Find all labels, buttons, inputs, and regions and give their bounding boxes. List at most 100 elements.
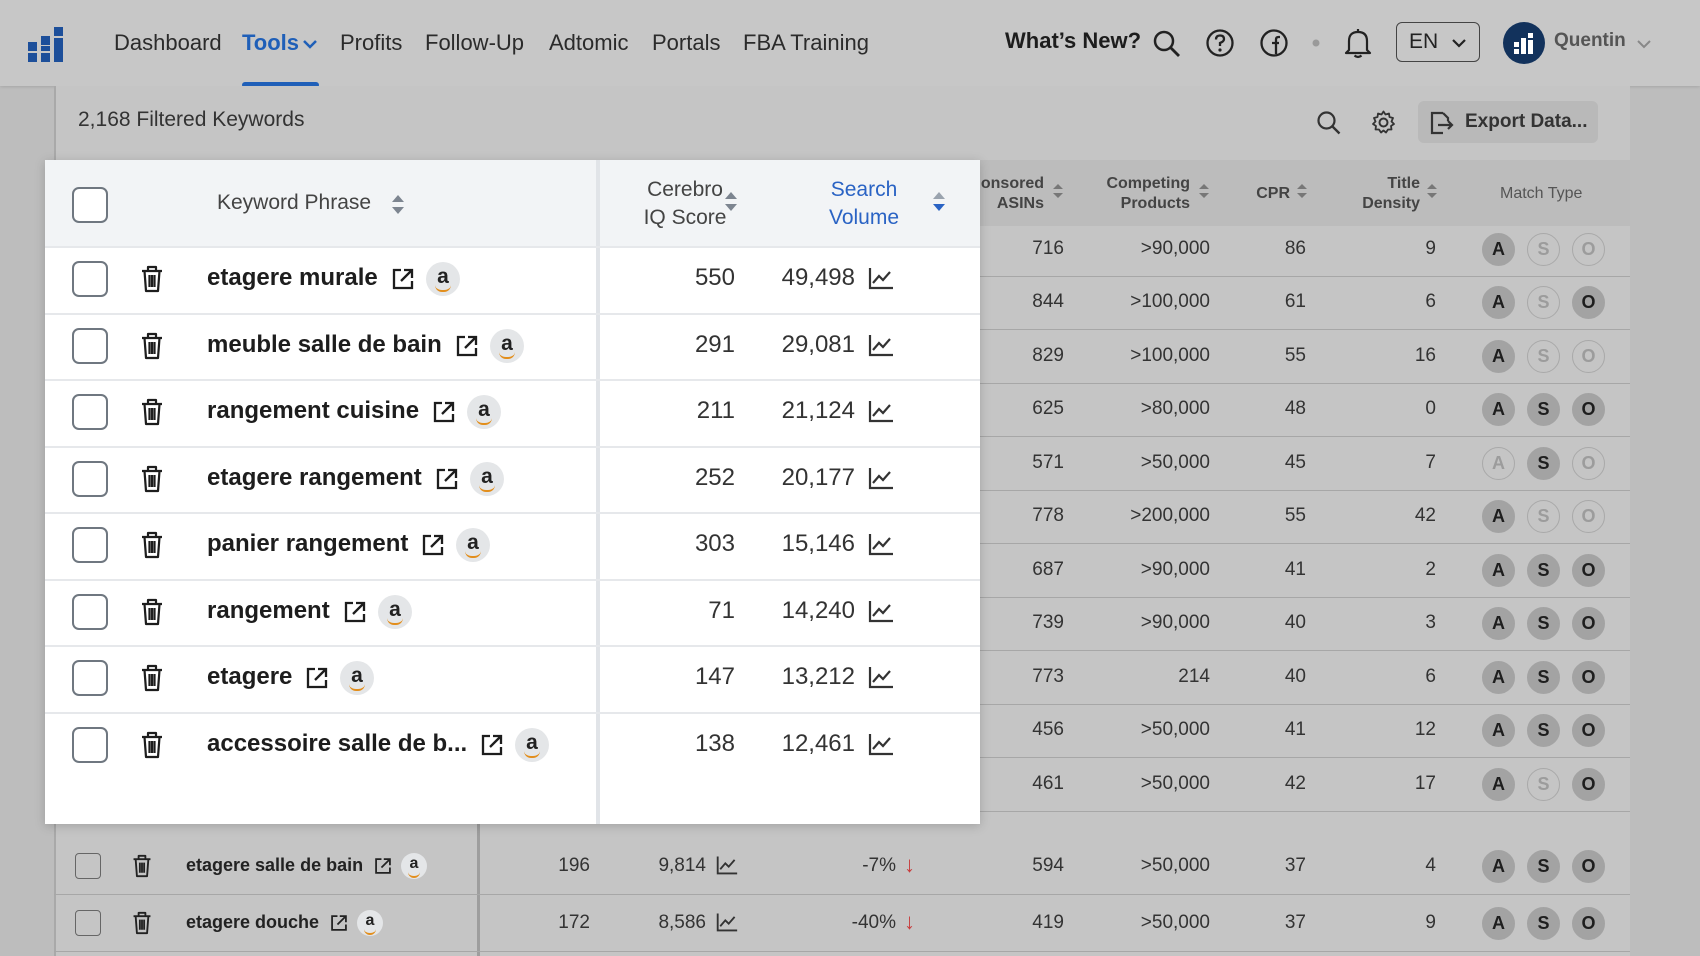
trend-chart-icon[interactable] <box>867 731 895 757</box>
keyword-phrase[interactable]: etagere salle de bain <box>186 855 364 875</box>
amazon-icon[interactable]: a <box>357 910 383 936</box>
match-type-o[interactable]: O <box>1572 286 1605 320</box>
col-cerebro-iq-score[interactable]: Cerebro IQ Score <box>615 176 755 232</box>
amazon-icon[interactable]: a <box>467 395 501 429</box>
row-checkbox[interactable] <box>72 593 108 630</box>
nav-tools[interactable]: Tools <box>242 30 300 55</box>
match-type-a[interactable]: A <box>1482 553 1515 587</box>
trash-icon[interactable] <box>139 530 165 560</box>
match-type-s[interactable]: S <box>1527 907 1560 940</box>
trend-chart-icon[interactable] <box>715 911 739 933</box>
amazon-icon[interactable]: a <box>456 528 490 562</box>
match-type-s[interactable]: S <box>1527 286 1560 320</box>
match-type-o[interactable]: O <box>1572 393 1605 427</box>
chevron-down-icon[interactable] <box>302 38 318 50</box>
match-type-a[interactable]: A <box>1482 850 1515 883</box>
search-icon[interactable] <box>1152 29 1182 59</box>
sort-icon[interactable] <box>1426 181 1438 201</box>
row-checkbox[interactable] <box>72 261 108 298</box>
bell-icon[interactable] <box>1344 27 1372 59</box>
match-type-o[interactable]: O <box>1572 607 1605 641</box>
external-link-icon[interactable] <box>342 599 368 625</box>
col-search-volume[interactable]: Search Volume <box>799 176 929 232</box>
col-title-density[interactable]: Title Density <box>1340 174 1420 214</box>
row-checkbox[interactable] <box>72 394 108 431</box>
row-checkbox[interactable] <box>75 910 101 936</box>
user-name[interactable]: Quentin <box>1554 30 1626 51</box>
trend-chart-icon[interactable] <box>867 398 895 424</box>
trash-icon[interactable] <box>139 464 165 494</box>
whats-new-link[interactable]: What’s New? <box>1005 28 1142 53</box>
external-link-icon[interactable] <box>420 532 446 558</box>
match-type-a[interactable]: A <box>1482 767 1515 801</box>
match-type-s[interactable]: S <box>1527 607 1560 641</box>
trend-chart-icon[interactable] <box>867 598 895 624</box>
trash-icon[interactable] <box>139 397 165 427</box>
external-link-icon[interactable] <box>434 466 460 492</box>
sort-icon[interactable] <box>390 192 406 218</box>
gear-icon[interactable] <box>1370 109 1397 136</box>
external-link-icon[interactable] <box>390 266 416 292</box>
match-type-s[interactable]: S <box>1527 446 1560 480</box>
match-type-o[interactable]: O <box>1572 714 1605 748</box>
facebook-icon[interactable] <box>1259 28 1289 58</box>
sort-desc-icon[interactable] <box>931 189 947 215</box>
external-link-icon[interactable] <box>479 732 505 758</box>
amazon-icon[interactable]: a <box>340 661 374 695</box>
keyword-phrase[interactable]: accessoire salle de b... <box>207 729 468 757</box>
trend-chart-icon[interactable] <box>867 465 895 491</box>
amazon-icon[interactable]: a <box>490 329 524 363</box>
trend-chart-icon[interactable] <box>867 531 895 557</box>
keyword-phrase[interactable]: etagere rangement <box>207 463 422 491</box>
user-avatar[interactable] <box>1503 22 1545 64</box>
match-type-o[interactable]: O <box>1572 339 1605 373</box>
search-icon[interactable] <box>1316 110 1342 136</box>
trash-icon[interactable] <box>139 730 165 760</box>
match-type-s[interactable]: S <box>1527 553 1560 587</box>
helium10-logo-icon[interactable] <box>26 24 66 62</box>
trash-icon[interactable] <box>139 663 165 693</box>
sort-icon[interactable] <box>1296 181 1308 201</box>
trash-icon[interactable] <box>131 910 153 936</box>
sort-icon[interactable] <box>1198 181 1210 201</box>
match-type-o[interactable]: O <box>1572 850 1605 883</box>
col-competing-products[interactable]: Competing Products <box>1090 174 1190 214</box>
trend-chart-icon[interactable] <box>867 265 895 291</box>
amazon-icon[interactable]: a <box>426 262 460 296</box>
match-type-s[interactable]: S <box>1527 500 1560 534</box>
col-sponsored-asins[interactable]: onsored ASINs <box>960 174 1044 214</box>
external-link-icon[interactable] <box>304 665 330 691</box>
trend-chart-icon[interactable] <box>867 332 895 358</box>
match-type-a[interactable]: A <box>1482 607 1515 641</box>
match-type-o[interactable]: O <box>1572 660 1605 694</box>
trash-icon[interactable] <box>139 264 165 294</box>
col-cpr[interactable]: CPR <box>1256 185 1290 202</box>
keyword-phrase[interactable]: rangement <box>207 596 330 624</box>
nav-fba-training[interactable]: FBA Training <box>743 30 869 55</box>
match-type-s[interactable]: S <box>1527 850 1560 883</box>
match-type-a[interactable]: A <box>1482 232 1515 266</box>
trend-chart-icon[interactable] <box>867 664 895 690</box>
keyword-phrase[interactable]: rangement cuisine <box>207 397 420 425</box>
row-checkbox[interactable] <box>72 726 108 763</box>
match-type-s[interactable]: S <box>1527 339 1560 373</box>
trash-icon[interactable] <box>131 853 153 879</box>
row-checkbox[interactable] <box>72 327 108 364</box>
keyword-phrase[interactable]: etagere <box>207 663 293 691</box>
match-type-o[interactable]: O <box>1572 767 1605 801</box>
nav-profits[interactable]: Profits <box>340 30 403 55</box>
external-link-icon[interactable] <box>329 913 349 933</box>
external-link-icon[interactable] <box>373 856 393 876</box>
trash-icon[interactable] <box>139 331 165 361</box>
match-type-s[interactable]: S <box>1527 393 1560 427</box>
trash-icon[interactable] <box>139 597 165 627</box>
keyword-phrase[interactable]: meuble salle de bain <box>207 330 442 358</box>
trend-chart-icon[interactable] <box>715 854 739 876</box>
match-type-a[interactable]: A <box>1482 446 1515 480</box>
col-keyword-phrase[interactable]: Keyword Phrase <box>217 191 372 214</box>
nav-follow-up[interactable]: Follow-Up <box>425 30 525 55</box>
match-type-s[interactable]: S <box>1527 767 1560 801</box>
match-type-o[interactable]: O <box>1572 500 1605 534</box>
match-type-a[interactable]: A <box>1482 286 1515 320</box>
keyword-phrase[interactable]: etagere douche <box>186 912 320 932</box>
